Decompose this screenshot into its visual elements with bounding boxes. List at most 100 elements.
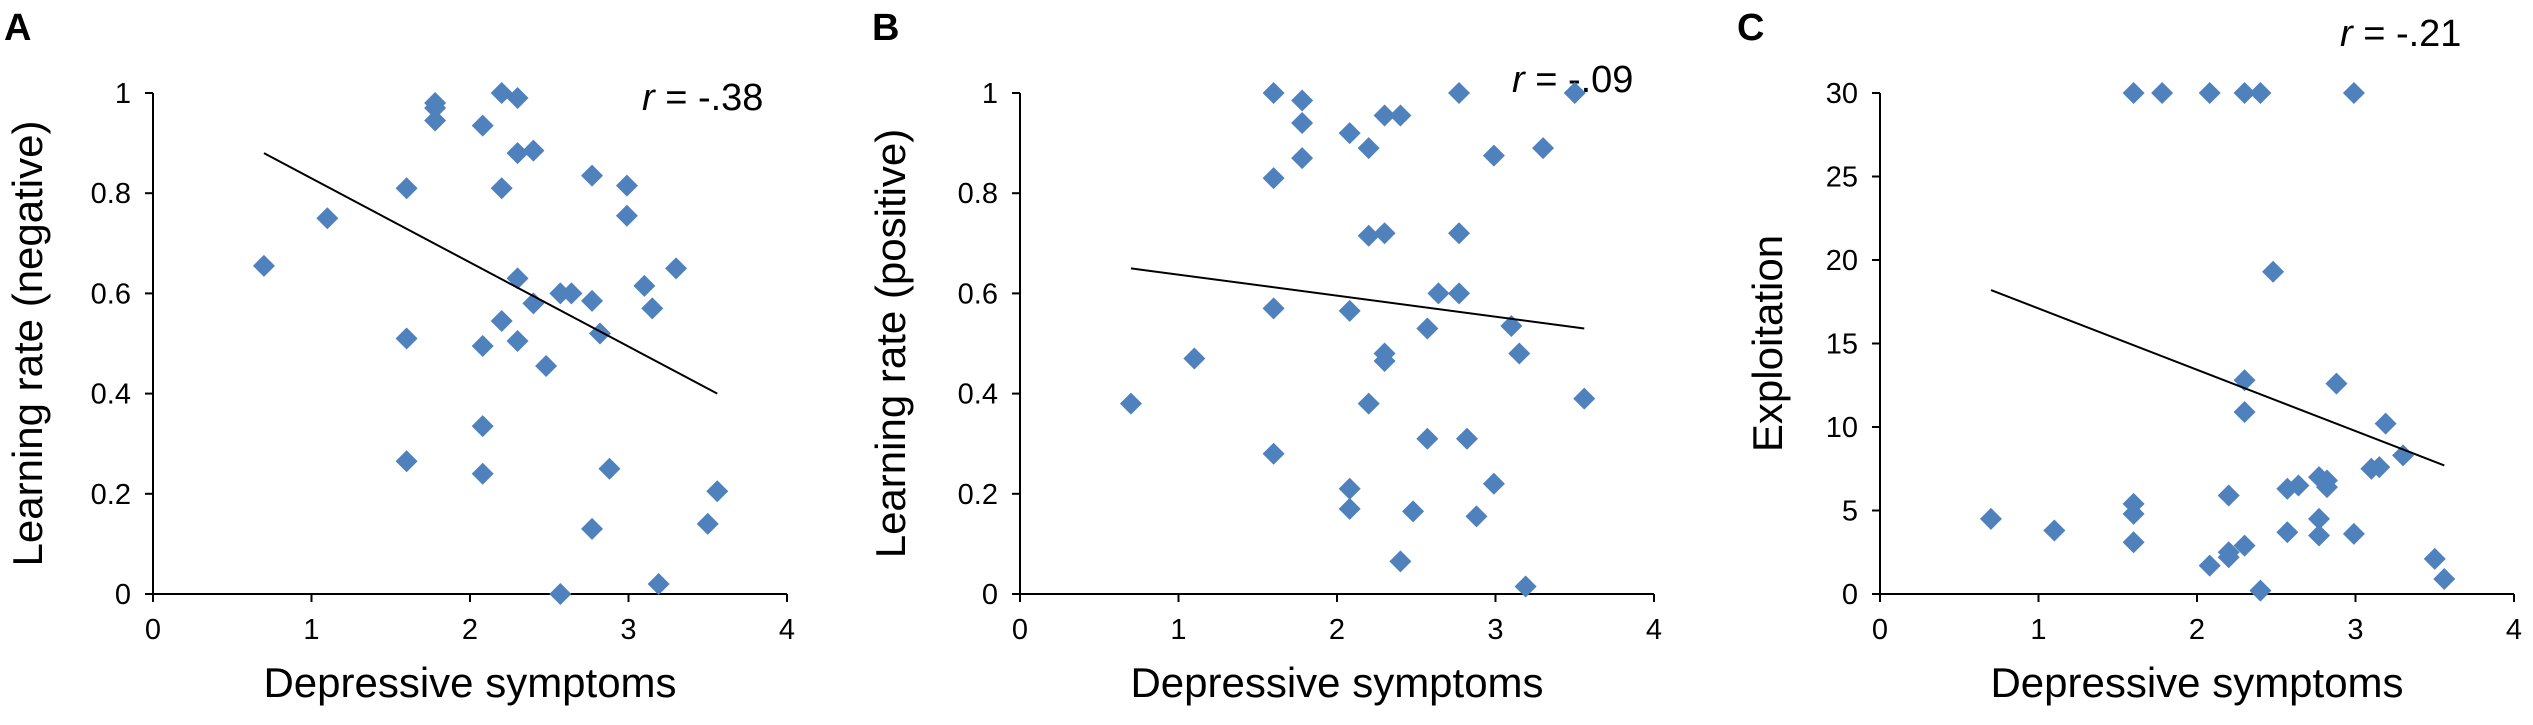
data-point (2374, 412, 2397, 435)
data-point (2233, 534, 2256, 557)
y-tick-label: 20 (1826, 245, 1858, 277)
y-axis-title: Exploitation (1744, 235, 1791, 452)
data-point (1573, 387, 1596, 410)
y-tick-label: 0 (1842, 579, 1858, 611)
data-point (506, 142, 529, 165)
data-point (490, 309, 513, 332)
data-point (1291, 147, 1314, 170)
panel-a: Ar = -.38 0 0.2 0.4 0.6 0.8 1 0 1 2 3 4 Depressive s… (4, 7, 795, 706)
data-point (1262, 167, 1285, 190)
data-point (2262, 260, 2285, 283)
x-axis-title: Depressive symptoms (1990, 659, 2403, 706)
data-point (2249, 579, 2272, 602)
panel-b: Br = -.09 0 0.2 0.4 0.6 0.8 1 0 1 2 3 4 Depressive s… (867, 7, 1662, 706)
data-point (598, 457, 621, 480)
data-point (1532, 137, 1555, 160)
x-tick-label: 1 (1170, 614, 1186, 646)
data-point (2043, 519, 2066, 542)
data-point (1338, 477, 1361, 500)
data-point (2287, 474, 2310, 497)
x-tick-label: 3 (2347, 614, 2363, 646)
data-point (1455, 427, 1478, 450)
data-point (647, 572, 670, 595)
y-tick-label: 30 (1826, 78, 1858, 110)
data-point (535, 355, 558, 378)
panel-label: B (872, 7, 899, 49)
data-point (633, 274, 656, 297)
data-point (549, 583, 572, 605)
correlation-symbol: r (1512, 59, 1526, 101)
data-point (506, 87, 529, 110)
correlation-symbol: r (2340, 13, 2354, 55)
data-point (2315, 476, 2338, 499)
x-tick-label: 0 (1012, 614, 1028, 646)
x-tick-label: 2 (1329, 614, 1345, 646)
data-point (2249, 82, 2272, 104)
data-point (549, 282, 572, 305)
x-tick-label: 0 (1872, 614, 1888, 646)
trend-line (1990, 289, 2445, 467)
x-axis-title: Depressive symptoms (263, 659, 676, 706)
data-point (2122, 82, 2145, 104)
data-point (2423, 547, 2446, 570)
data-point (1482, 144, 1505, 167)
x-tick-label: 4 (2506, 614, 2522, 646)
data-point (1979, 507, 2002, 530)
x-tick-label: 2 (2189, 614, 2205, 646)
data-point (1563, 82, 1586, 104)
data-point (1389, 550, 1412, 573)
x-axis-title: Depressive symptoms (1130, 659, 1543, 706)
data-point (2122, 531, 2145, 554)
trend-line (263, 152, 718, 395)
y-tick-label: 0 (982, 579, 998, 611)
data-point (2308, 507, 2331, 530)
y-axis-title: Learning rate (positive) (867, 129, 914, 559)
data-point (1416, 427, 1439, 450)
data-point (1448, 82, 1471, 104)
data-point (2233, 400, 2256, 423)
correlation-value: = -.38 (655, 77, 764, 119)
data-point (395, 450, 418, 473)
data-point (1482, 472, 1505, 495)
data-point (615, 204, 638, 227)
correlation-annotation: r = -.09 (1512, 59, 1633, 101)
data-point (2368, 456, 2391, 479)
y-tick-label: 15 (1826, 329, 1858, 361)
data-point (1291, 112, 1314, 135)
data-point (581, 289, 604, 312)
data-point (506, 267, 529, 290)
data-point (506, 329, 529, 352)
y-axis-title: Learning rate (negative) (4, 121, 51, 567)
y-tick-label: 25 (1826, 162, 1858, 194)
data-point (1465, 505, 1488, 528)
data-point (395, 177, 418, 200)
data-point (560, 282, 583, 305)
data-point (395, 327, 418, 350)
data-point (2392, 444, 2415, 467)
data-point (581, 164, 604, 187)
data-point (615, 174, 638, 197)
y-tick-label: 0.6 (958, 278, 998, 310)
data-point (252, 254, 275, 277)
data-point (2198, 554, 2221, 577)
data-point (2276, 521, 2299, 544)
data-point (471, 114, 494, 137)
y-tick-label: 10 (1826, 412, 1858, 444)
data-point (2217, 484, 2240, 507)
trend-line (1130, 267, 1585, 330)
y-tick-label: 0 (115, 579, 131, 611)
data-point (1427, 282, 1450, 305)
data-point (522, 139, 545, 162)
y-tick-label: 1 (115, 78, 131, 110)
data-point (2233, 82, 2256, 104)
x-tick-label: 2 (462, 614, 478, 646)
data-point (1357, 392, 1380, 415)
x-tick-label: 0 (145, 614, 161, 646)
data-point (2433, 567, 2456, 590)
x-tick-label: 4 (1646, 614, 1662, 646)
y-tick-label: 5 (1842, 496, 1858, 528)
data-point (2325, 372, 2348, 395)
data-point (665, 257, 688, 280)
